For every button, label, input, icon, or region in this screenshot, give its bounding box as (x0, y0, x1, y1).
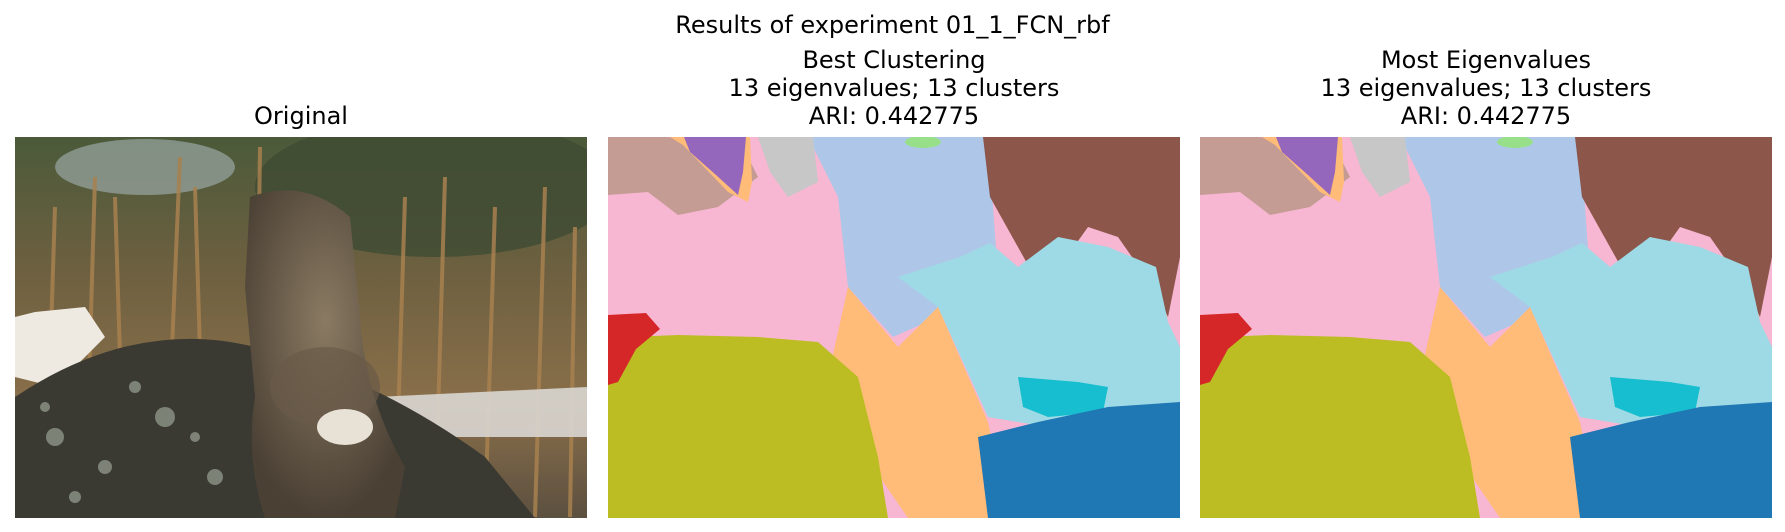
segment-gray (758, 137, 818, 197)
segment-gray (1350, 137, 1410, 197)
panel-title-line-1: Best Clustering (802, 46, 986, 74)
panel-title-line-3: ARI: 0.442775 (1400, 102, 1572, 130)
panel-title-line-1: Most Eigenvalues (1380, 46, 1592, 74)
panel-title-line-2: 13 eigenvalues; 13 clusters (1320, 74, 1652, 102)
best-clustering-segmentation (608, 137, 1180, 518)
panel-title-original: Original (15, 102, 587, 130)
segment-cyan-light (898, 237, 1180, 427)
panel-title-line-2: 13 eigenvalues; 13 clusters (728, 74, 1060, 102)
panel-title-best-clustering: Best Clustering 13 eigenvalues; 13 clust… (608, 46, 1180, 130)
panel-title-original-line: Original (254, 102, 348, 130)
panel-title-most-eigenvalues: Most Eigenvalues 13 eigenvalues; 13 clus… (1200, 46, 1772, 130)
segment-purple (1276, 137, 1338, 195)
segment-cyan (1018, 377, 1108, 417)
segment-brown (983, 137, 1180, 317)
segment-cyan-light (1490, 237, 1772, 427)
segment-light-green (905, 137, 941, 148)
most-eigenvalues-panel (1200, 137, 1772, 518)
original-image-panel (15, 137, 587, 518)
segment-red (1200, 313, 1252, 385)
segment-olive (608, 335, 888, 518)
segment-purple (684, 137, 746, 195)
original-bobcat-photo (15, 137, 587, 518)
most-eigenvalues-segmentation (1200, 137, 1772, 518)
segment-blue (1570, 402, 1772, 518)
segment-cyan (1610, 377, 1700, 417)
best-clustering-panel (608, 137, 1180, 518)
segment-light-green (1497, 137, 1533, 148)
segment-red (608, 313, 660, 385)
figure-suptitle: Results of experiment 01_1_FCN_rbf (675, 11, 1110, 39)
segment-brown (1575, 137, 1772, 317)
segment-olive (1200, 335, 1480, 518)
panel-title-line-3: ARI: 0.442775 (808, 102, 980, 130)
segment-blue (978, 402, 1180, 518)
